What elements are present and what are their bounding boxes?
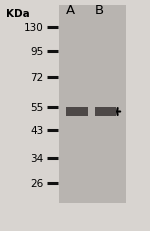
Text: KDa: KDa [6,9,30,19]
Text: 34: 34 [30,153,44,163]
Text: A: A [66,4,75,17]
Text: 72: 72 [30,72,44,82]
FancyBboxPatch shape [59,6,126,203]
Text: 26: 26 [30,179,44,189]
Text: B: B [94,4,103,17]
FancyBboxPatch shape [66,107,88,117]
Text: 130: 130 [24,23,44,33]
Text: 55: 55 [30,102,44,112]
Text: 43: 43 [30,125,44,136]
Text: 95: 95 [30,47,44,57]
FancyBboxPatch shape [94,107,116,117]
